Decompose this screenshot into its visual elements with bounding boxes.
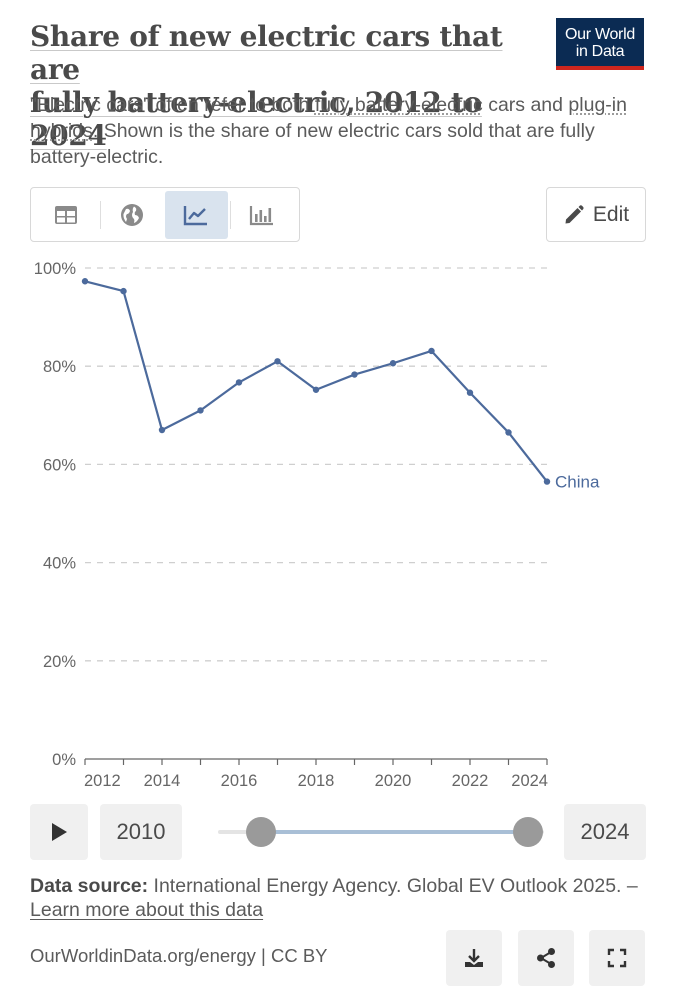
- timeline-end-year[interactable]: 2024: [564, 804, 646, 860]
- tab-separator: [99, 200, 101, 229]
- data-point-2024[interactable]: [543, 478, 551, 485]
- chart-subtitle: "Electric cars" often refer to both full…: [30, 92, 650, 170]
- y-axis-tick-labels: 0% 20% 40% 60% 80% 100%: [34, 260, 77, 769]
- data-point-2012[interactable]: [81, 278, 89, 285]
- timeline-end-handle[interactable]: [513, 817, 543, 847]
- line-chart-icon: [184, 205, 208, 225]
- share-icon: [537, 948, 555, 968]
- bar-chart-icon: [249, 205, 273, 225]
- data-source: Data source: International Energy Agency…: [30, 874, 640, 922]
- tab-bar-chart[interactable]: [231, 191, 294, 239]
- source-text: International Energy Agency. Global EV O…: [148, 875, 638, 897]
- play-button[interactable]: [30, 804, 88, 860]
- title-line-2: fully battery-electric, 2012 to 2024: [30, 86, 482, 152]
- x-tick-label-2014: 2014: [144, 772, 181, 790]
- series-labels: China: [555, 473, 600, 492]
- gridlines: [85, 267, 547, 662]
- data-point-2019[interactable]: [351, 371, 358, 378]
- edit-button[interactable]: Edit: [546, 187, 646, 242]
- play-icon: [52, 823, 67, 841]
- data-point-2023[interactable]: [505, 429, 512, 436]
- line-chart: 0%20%40%60%80%100% 2012 2014 2016 2018 2020 2…: [34, 260, 600, 790]
- phev-definition-link[interactable]: plug-in hybrids: [30, 94, 627, 142]
- tab-map[interactable]: [101, 191, 164, 239]
- subtitle-part-2: cars and: [482, 94, 569, 116]
- download-icon: [465, 949, 483, 967]
- chart-view-tabs: [30, 187, 300, 242]
- fullscreen-icon: [607, 948, 627, 968]
- x-tick-label-2022: 2022: [452, 772, 489, 790]
- tab-table[interactable]: [35, 191, 98, 239]
- data-point-2016[interactable]: [235, 379, 243, 386]
- x-tick-label-2016: 2016: [221, 772, 258, 790]
- data-point-2014[interactable]: [158, 426, 166, 434]
- timeline-start-year[interactable]: 2010: [100, 804, 182, 860]
- series-line-china[interactable]: [84, 280, 548, 483]
- data-point-2022[interactable]: [466, 389, 474, 396]
- share-button[interactable]: [518, 930, 574, 986]
- subtitle-part-1: "Electric cars" often refer to both: [30, 94, 315, 116]
- timeline-start-handle[interactable]: [246, 817, 276, 847]
- data-point-2020[interactable]: [389, 360, 397, 367]
- chart-title: Share of new electric cars that are full…: [30, 20, 530, 152]
- timeline-slider[interactable]: [218, 812, 544, 852]
- y-tick-label-0: 0%: [52, 751, 76, 769]
- pencil-icon: [565, 204, 584, 223]
- x-tick-label-2012: 2012: [84, 772, 121, 790]
- data-point-2021[interactable]: [428, 347, 435, 355]
- y-tick-label-20: 20%: [43, 653, 76, 671]
- data-point-2018[interactable]: [312, 386, 320, 393]
- data-point-2017[interactable]: [274, 358, 281, 365]
- timeline-selected-range: [261, 830, 529, 834]
- data-point-2013[interactable]: [120, 287, 127, 295]
- owid-logo[interactable]: Our World in Data: [556, 18, 644, 70]
- x-tick-label-2018: 2018: [298, 772, 335, 790]
- subtitle-part-3: . Shown is the share of new electric car…: [30, 120, 595, 168]
- tab-chart[interactable]: [165, 190, 228, 239]
- bev-definition-link[interactable]: fully battery-electric: [314, 94, 483, 116]
- y-tick-label-40: 40%: [43, 555, 76, 573]
- tab-separator: [229, 200, 231, 229]
- logo-line-1: Our World: [565, 26, 635, 43]
- title-line-1: Share of new electric cars that are: [30, 20, 503, 86]
- learn-more-link[interactable]: Learn more about this data: [30, 899, 264, 921]
- table-icon: [55, 205, 78, 224]
- edit-label: Edit: [592, 202, 630, 226]
- data-point-2015[interactable]: [197, 407, 204, 414]
- series-china[interactable]: [81, 278, 551, 485]
- x-tick-label-2024: 2024: [511, 772, 548, 790]
- logo-line-2: in Data: [575, 43, 625, 60]
- footer-attribution[interactable]: OurWorldinData.org/energy | CC BY: [30, 945, 328, 966]
- source-label: Data source:: [30, 875, 149, 897]
- globe-icon: [120, 203, 143, 226]
- y-tick-label-100: 100%: [34, 260, 77, 278]
- x-axis: 2012 2014 2016 2018 2020 2022 2024: [84, 758, 548, 790]
- y-tick-label-80: 80%: [43, 358, 76, 376]
- download-button[interactable]: [446, 930, 502, 986]
- y-tick-label-60: 60%: [43, 456, 76, 474]
- fullscreen-button[interactable]: [589, 930, 645, 986]
- series-label-china: China: [555, 473, 600, 492]
- x-tick-label-2020: 2020: [375, 772, 412, 790]
